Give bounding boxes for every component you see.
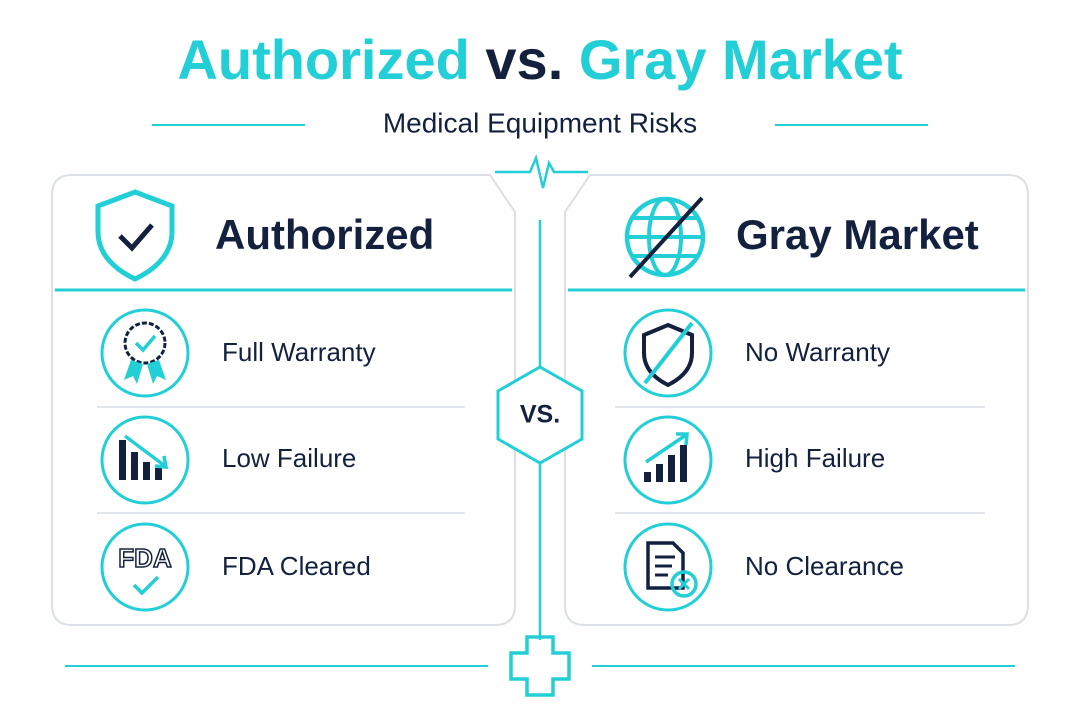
bars-up-icon-part [676,432,689,446]
vs-hexagon [496,365,584,465]
heartbeat [495,154,588,189]
bars-down-icon [119,434,169,480]
item-label: High Failure [745,443,885,473]
subtitle: Medical Equipment Risks [383,107,697,138]
icon-circles-part [100,308,190,398]
bars-up-icon [644,432,689,482]
badge-icon [123,321,167,384]
icon-circles-part [100,522,190,612]
row-separators [97,406,985,514]
bars-up-icon-part [656,464,663,482]
shield-check-icon [95,189,175,282]
document-x-icon [646,541,698,598]
document-x-icon-part [655,555,675,577]
shield-slash-icon-part [643,321,694,385]
item-label: FDA Cleared [222,551,371,581]
document-x-icon-part [670,570,698,598]
badge-icon-part [123,321,167,365]
globe-slash-icon [624,196,706,279]
icon-circles-part [100,415,190,505]
fda-icon: FDA [118,542,173,596]
badge-icon-part [124,360,166,384]
item-label: Full Warranty [222,337,376,367]
globe-slash-icon-part [628,196,704,279]
vs-badge: VS. [520,401,560,429]
bars-down-icon-part [123,434,167,468]
bars-down-icon-part [119,440,126,480]
panel-heading: Gray Market [736,211,979,258]
badge-icon-part [134,334,157,353]
icon-circles-part [623,415,713,505]
item-label: Low Failure [222,443,356,473]
bars-up-icon-part [668,455,675,482]
icon-circles-part [623,522,713,612]
shield-check-icon-part [118,223,154,252]
fda-icon-part [132,575,160,596]
shield-slash-icon [642,321,694,388]
item-label: No Warranty [745,337,890,367]
bars-down-icon-part [143,462,150,480]
bars-down-icon-part [131,452,138,480]
bars-down-icon-part [154,455,169,469]
fda-text: FDA [118,543,172,573]
title-part: Authorized [177,28,469,91]
bars-up-icon-part [645,433,687,464]
panel-heading: Authorized [215,211,434,258]
title-part: Gray Market [579,28,903,91]
title: Authorized vs. Gray Market [177,28,902,91]
bars-up-icon-part [644,472,651,482]
bars-up-icon-part [680,445,687,482]
document-x-icon-part [677,577,691,591]
medical-cross [509,635,571,697]
title-part: vs. [485,28,563,91]
item-label: No Clearance [745,551,904,581]
icon-circles-part [623,308,713,398]
shield-check-icon-part [95,189,175,282]
icon-circles [100,308,713,612]
shield-slash-icon-part [642,322,694,388]
bars-down-icon-part [155,468,162,480]
